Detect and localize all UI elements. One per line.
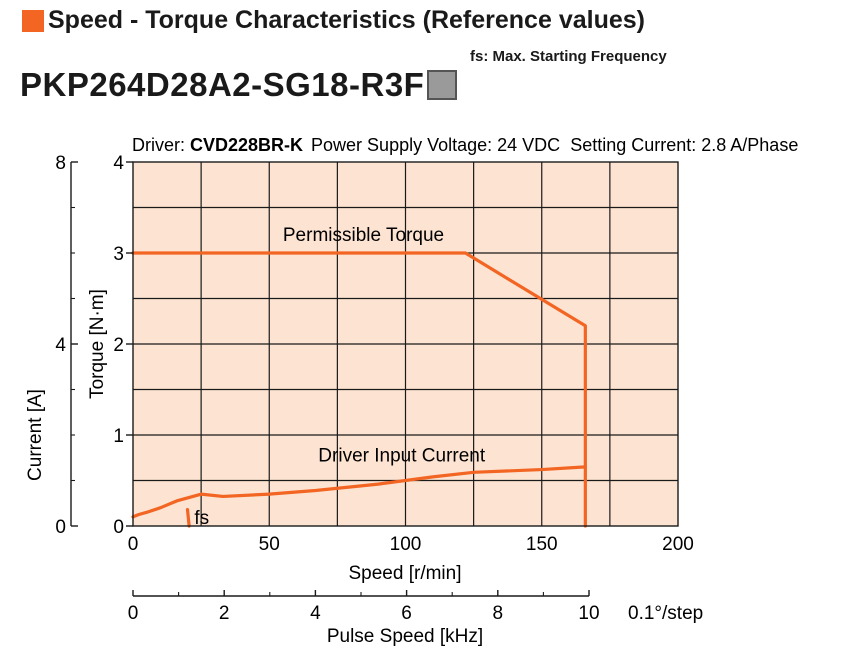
- y-tick-label: 0: [113, 517, 124, 538]
- x-tick-label: 50: [259, 534, 280, 555]
- y-tick-label: 3: [113, 244, 124, 265]
- pulse-tick-label: 10: [578, 603, 599, 624]
- pulse-tick-label: 4: [310, 603, 321, 624]
- y-tick-label: 1: [113, 426, 124, 447]
- x-tick-label: 200: [662, 534, 694, 555]
- setting-current: Setting Current: 2.8 A/Phase: [570, 135, 798, 155]
- driver-input-current-annotation: Driver Input Current: [318, 445, 486, 466]
- driver-info-line: Driver: CVD228BR-K Power Supply Voltage: …: [132, 135, 798, 155]
- pulse-tick-label: 6: [401, 603, 412, 624]
- y-tick-label: 2: [113, 335, 124, 356]
- fs-line: [185, 508, 191, 528]
- pulse-tick-label: 0: [128, 603, 139, 624]
- pulse-axis-label: Pulse Speed [kHz]: [327, 626, 483, 647]
- section-title: Speed - Torque Characteristics (Referenc…: [22, 6, 645, 35]
- permissible-torque-annotation: Permissible Torque: [283, 225, 444, 246]
- driver-label: Driver:: [132, 135, 190, 155]
- model-name: PKP264D28A2-SG18-R3F: [20, 66, 458, 104]
- title-square-icon: [22, 9, 44, 32]
- current-tick-label: 0: [55, 517, 66, 538]
- model-suffix-box-icon: [427, 70, 458, 100]
- current-tick-label: 8: [55, 153, 66, 174]
- model-name-text: PKP264D28A2-SG18-R3F: [20, 66, 425, 103]
- x-tick-label: 150: [526, 534, 558, 555]
- fs-annotation: fs: [194, 508, 209, 529]
- y-axis-label: Torque [N·m]: [87, 289, 108, 399]
- current-axis-label: Current [A]: [25, 389, 46, 481]
- pulse-tick-label: 2: [219, 603, 230, 624]
- permissible-torque-line: [131, 251, 587, 528]
- x-tick-label: 0: [128, 534, 139, 555]
- y-tick-label: 4: [113, 153, 124, 174]
- driver-input-current-line: [131, 465, 587, 519]
- x-tick-label: 100: [390, 534, 422, 555]
- pulse-axis-unit: 0.1°/step: [628, 603, 703, 624]
- supply-voltage: Power Supply Voltage: 24 VDC: [311, 135, 560, 155]
- section-title-text: Speed - Torque Characteristics (Referenc…: [48, 6, 645, 34]
- x-axis-label: Speed [r/min]: [349, 563, 462, 584]
- current-tick-label: 4: [55, 335, 66, 356]
- driver-name: CVD228BR-K: [190, 135, 303, 155]
- fs-note: fs: Max. Starting Frequency: [470, 48, 667, 65]
- pulse-tick-label: 8: [493, 603, 504, 624]
